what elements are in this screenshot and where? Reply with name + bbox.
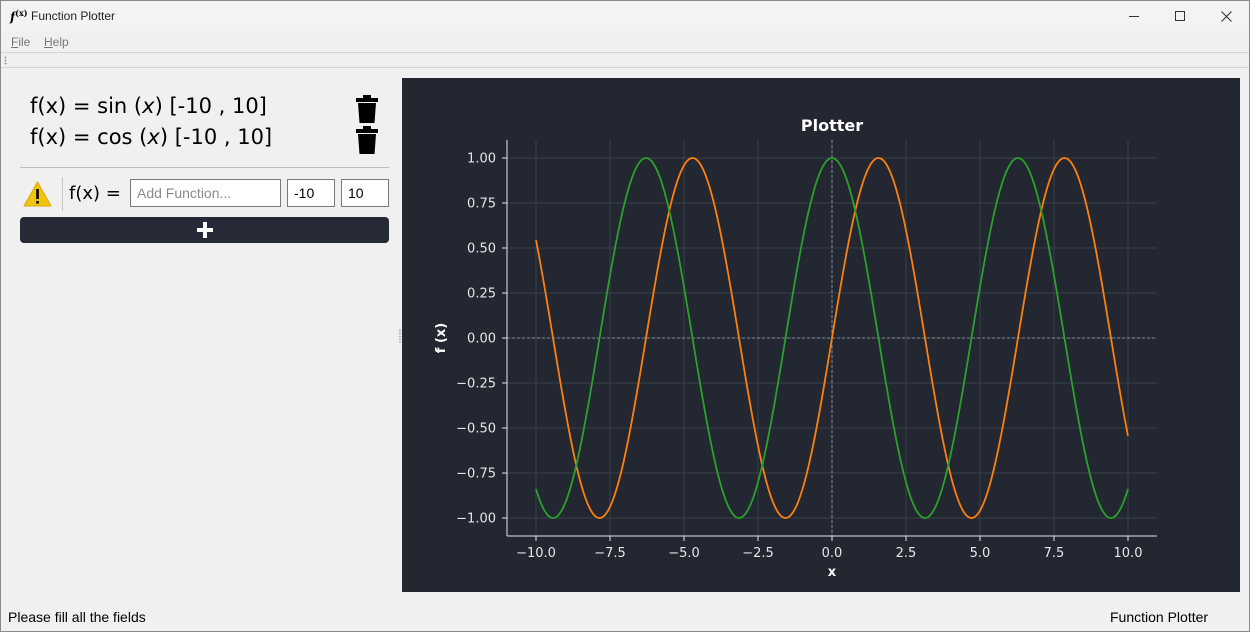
- function-entry-1: f(x) = sin (x) [-10 , 10]: [30, 94, 267, 118]
- function-range: [-10 , 10]: [174, 125, 273, 149]
- menu-bar: File Help: [1, 32, 1249, 52]
- y-tick-label: −1.00: [456, 512, 496, 527]
- status-app-name: Function Plotter: [1110, 609, 1209, 625]
- function-prefix: f(x) =: [30, 125, 98, 149]
- series-line-cos: [535, 157, 1129, 519]
- toolbar-grip-icon[interactable]: [4, 56, 7, 65]
- plus-icon: [196, 222, 213, 238]
- y-tick-label: 0.25: [467, 287, 496, 302]
- delete-function-2-trash-icon[interactable]: [356, 126, 378, 154]
- function-name: sin: [97, 94, 128, 118]
- y-tick-label: 1.00: [467, 152, 496, 167]
- maximize-icon: [1175, 11, 1185, 21]
- x-tick-label: 7.5: [1044, 546, 1065, 561]
- function-range: [-10 , 10]: [169, 94, 267, 118]
- title-bar: f(x) Function Plotter: [1, 1, 1249, 31]
- y-tick-label: −0.50: [456, 422, 496, 437]
- status-message: Please fill all the fields: [8, 609, 146, 625]
- function-name: cos: [97, 125, 133, 149]
- y-tick-label: −0.75: [456, 467, 496, 482]
- x-tick-label: −5.0: [668, 546, 700, 561]
- plot-canvas: −10.0 −7.5 −5.0 −2.5 0.0 2.5 5.0 7.5 10.0 1.00 0.7…: [434, 116, 1157, 580]
- y-tick-label: −0.25: [456, 377, 496, 392]
- minimize-icon: [1129, 15, 1139, 17]
- menu-help-label: elp: [52, 35, 69, 49]
- x-axis-label: x: [828, 565, 837, 580]
- y-tick-label: 0.50: [467, 242, 496, 257]
- minimize-button[interactable]: [1111, 1, 1157, 31]
- x-tick-label: −7.5: [594, 546, 626, 561]
- function-input[interactable]: [130, 179, 281, 207]
- menu-file-mnemonic: F: [11, 35, 19, 49]
- y-tick-label: 0.75: [467, 197, 496, 212]
- x-tick-label: −10.0: [516, 546, 556, 561]
- min-x-input[interactable]: [287, 179, 335, 207]
- y-axis-label: f (x): [434, 323, 449, 353]
- function-input-label: f(x) =: [69, 183, 121, 204]
- x-tick-label: 2.5: [896, 546, 917, 561]
- add-function-button[interactable]: [20, 217, 389, 243]
- close-button[interactable]: [1203, 1, 1249, 31]
- window-title: Function Plotter: [31, 9, 116, 23]
- function-entry-2: f(x) = cos (x) [-10 , 10]: [30, 125, 273, 149]
- panel-splitter-handle[interactable]: [399, 329, 401, 343]
- series-line-sin: [535, 157, 1129, 519]
- list-separator: [20, 167, 389, 168]
- app-function-icon: f(x): [10, 8, 28, 24]
- toolbar-strip: [1, 52, 1249, 68]
- x-tick-label: −2.5: [742, 546, 774, 561]
- menu-help[interactable]: Help: [44, 35, 69, 49]
- delete-function-1-trash-icon[interactable]: [356, 95, 378, 123]
- menu-help-mnemonic: H: [44, 35, 53, 49]
- x-tick-label: 10.0: [1114, 546, 1143, 561]
- function-arg: x: [147, 125, 160, 149]
- y-tick-label: 0.00: [467, 332, 496, 347]
- function-arg: x: [142, 94, 155, 118]
- x-tick-label: 5.0: [970, 546, 991, 561]
- max-x-input[interactable]: [341, 179, 389, 207]
- menu-file-label: ile: [18, 35, 31, 49]
- menu-file[interactable]: File: [11, 35, 30, 49]
- close-icon: [1220, 10, 1232, 22]
- plot-panel: −10.0 −7.5 −5.0 −2.5 0.0 2.5 5.0 7.5 10.0 1.00 0.7…: [402, 78, 1240, 592]
- chart-title: Plotter: [801, 116, 863, 135]
- maximize-button[interactable]: [1157, 1, 1203, 31]
- warning-icon: [23, 181, 52, 207]
- x-tick-label: 0.0: [822, 546, 843, 561]
- function-prefix: f(x) =: [30, 94, 98, 118]
- form-divider: [62, 177, 63, 211]
